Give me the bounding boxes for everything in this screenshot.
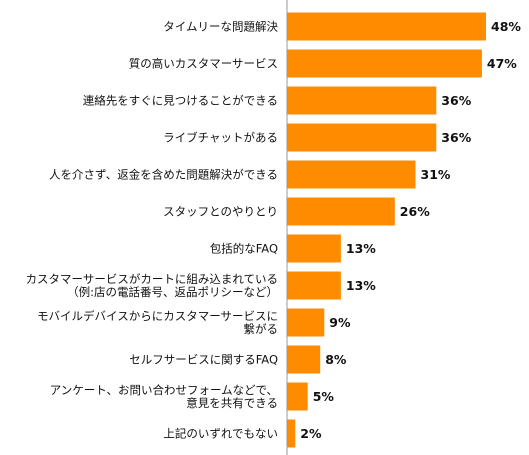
value-label: 8% [325,352,347,367]
value-label: 36% [441,93,471,108]
bar [287,123,437,152]
category-label: アンケート、お問い合わせフォームなどで、意見を共有できる [50,383,278,410]
value-label: 31% [421,167,451,182]
bar [287,234,341,263]
bar [287,12,486,41]
category-label: 人を介さず、返金を含めた問題解決ができる [49,168,278,182]
value-label: 5% [313,389,335,404]
value-label: 2% [300,426,322,441]
bar [287,86,437,115]
value-label: 48% [491,19,521,34]
value-label: 26% [400,204,430,219]
bar [287,160,416,189]
bar [287,345,321,374]
bar [287,382,308,411]
value-label: 47% [487,56,517,71]
value-label: 36% [441,130,471,145]
bar [287,197,395,226]
value-label: 13% [346,241,376,256]
bar [287,308,325,337]
value-label: 9% [329,315,351,330]
category-label: 上記のいずれでもない [163,427,278,441]
bar [287,419,296,448]
bar [287,271,341,300]
category-label: 連絡先をすぐに見つけることができる [83,94,278,108]
category-label: 質の高いカスタマーサービス [129,57,278,71]
category-label: スタッフとのやりとり [163,205,278,219]
category-label: ライブチャットがある [163,131,278,145]
category-label: 包括的なFAQ [210,242,278,256]
category-label: タイムリーな問題解決 [163,20,278,34]
bar [287,49,482,78]
category-label: セルフサービスに関するFAQ [129,353,278,367]
category-label: モバイルデバイスからにカスタマーサービスに繋がる [37,309,278,336]
category-label: カスタマーサービスがカートに組み込まれている（例:店の電話番号、返品ポリシーなど… [26,272,278,299]
value-label: 13% [346,278,376,293]
